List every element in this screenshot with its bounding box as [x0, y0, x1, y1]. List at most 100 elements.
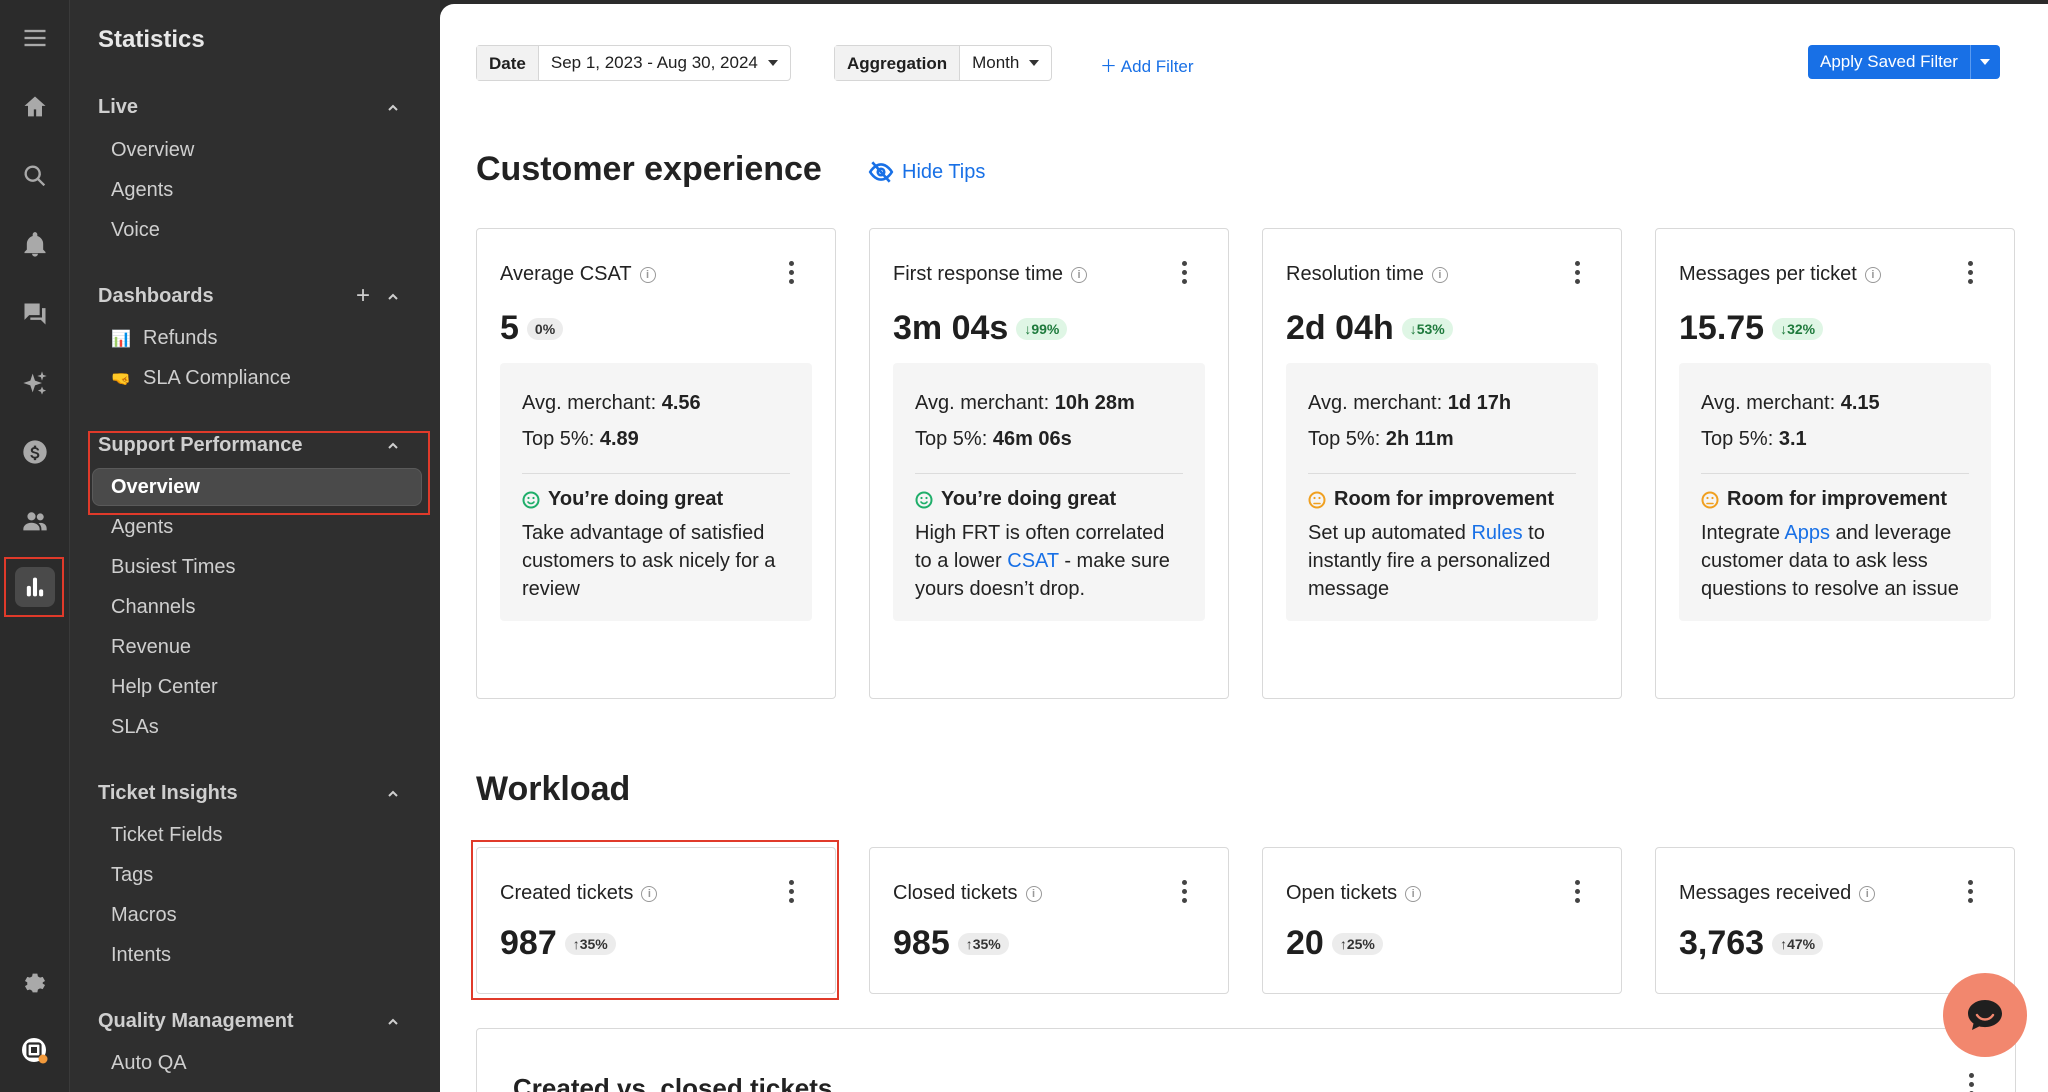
search-icon[interactable]: [15, 156, 55, 196]
more-options-icon[interactable]: [789, 880, 795, 903]
avg-merchant-label: Avg. merchant:: [522, 392, 657, 414]
apply-saved-filter-dropdown[interactable]: [1969, 45, 2000, 79]
date-filter-value[interactable]: Sep 1, 2023 - Aug 30, 2024: [539, 46, 790, 80]
bell-icon[interactable]: [15, 225, 55, 265]
metric-label-text: Closed tickets: [893, 882, 1018, 904]
sidebar-item-help-center[interactable]: Help Center: [111, 676, 218, 698]
tip-link[interactable]: Rules: [1471, 522, 1523, 544]
section-dashboards[interactable]: Dashboards: [98, 285, 214, 307]
info-icon[interactable]: i: [1431, 266, 1448, 283]
hide-tips-button[interactable]: Hide Tips: [868, 159, 985, 185]
top-5-row: Top 5%: 2h 11m: [1308, 421, 1576, 457]
metric-value-text: 987: [500, 924, 557, 962]
metric-label: Messages received i: [1679, 882, 1876, 905]
section-support-performance[interactable]: Support Performance: [98, 434, 303, 456]
sidebar-item-slas[interactable]: SLAs: [111, 716, 159, 738]
section-quality-management[interactable]: Quality Management: [98, 1010, 294, 1032]
chevron-up-icon[interactable]: [386, 787, 400, 801]
more-options-icon[interactable]: [1968, 880, 1974, 903]
avg-merchant-label: Avg. merchant:: [1701, 392, 1836, 414]
chevron-up-icon[interactable]: [386, 290, 400, 304]
top-5-label: Top 5%:: [1701, 428, 1774, 450]
add-filter-button[interactable]: ＋ Add Filter: [1100, 52, 1194, 77]
divider: [915, 473, 1183, 474]
chevron-up-icon[interactable]: [386, 101, 400, 115]
more-options-icon[interactable]: [1182, 880, 1188, 903]
menu-icon[interactable]: [15, 18, 55, 58]
statistics-icon[interactable]: [15, 567, 55, 607]
sidebar-item-ticket-fields[interactable]: Ticket Fields: [111, 824, 223, 846]
sidebar-item-channels[interactable]: Channels: [111, 596, 196, 618]
more-options-icon[interactable]: [789, 261, 795, 284]
top-5-value: 46m 06s: [992, 428, 1072, 450]
benchmark-tip-box: Avg. merchant: 1d 17h Top 5%: 2h 11m Room …: [1286, 363, 1598, 621]
metric-card-first-response-time: First response time i 3m 04s ↓99% Avg. merch…: [869, 228, 1229, 699]
tip-link[interactable]: Apps: [1784, 522, 1830, 544]
info-icon[interactable]: i: [1405, 885, 1422, 902]
metric-value-text: 2d 04h: [1286, 309, 1394, 347]
more-options-icon[interactable]: [1969, 1073, 1975, 1092]
info-icon[interactable]: i: [1071, 266, 1088, 283]
info-icon[interactable]: i: [641, 885, 658, 902]
highlight-rail-statistics: [4, 557, 64, 617]
more-options-icon[interactable]: [1575, 880, 1581, 903]
sidebar-item-live-voice[interactable]: Voice: [111, 219, 160, 241]
aggregation-filter-value[interactable]: Month: [960, 46, 1051, 80]
account-avatar-icon[interactable]: [15, 1031, 55, 1071]
tip-status: Room for improvement: [1701, 488, 1969, 511]
chevron-up-icon[interactable]: [386, 1015, 400, 1029]
sidebar-item-label: Refunds: [143, 327, 218, 349]
info-icon[interactable]: i: [639, 266, 656, 283]
delta-badge: ↓99%: [1016, 317, 1068, 340]
section-ticket-insights[interactable]: Ticket Insights: [98, 782, 238, 804]
chart-emoji-icon: 📊: [111, 331, 131, 348]
divider: [1308, 473, 1576, 474]
sidebar-item-live-agents[interactable]: Agents: [111, 179, 174, 201]
sidebar-item-sla-compliance[interactable]: 🤜 SLA Compliance: [111, 367, 291, 390]
info-icon[interactable]: i: [1864, 266, 1881, 283]
home-icon[interactable]: [15, 87, 55, 127]
tip-text: High FRT is often correlated to a lower …: [915, 519, 1183, 603]
divider: [1701, 473, 1969, 474]
metric-value-text: 985: [893, 924, 950, 962]
sidebar-item-intents[interactable]: Intents: [111, 944, 172, 966]
date-filter[interactable]: Date Sep 1, 2023 - Aug 30, 2024: [476, 45, 791, 81]
info-icon[interactable]: i: [1025, 885, 1042, 902]
more-options-icon[interactable]: [1575, 261, 1581, 284]
top-5-value: 4.89: [599, 428, 639, 450]
benchmark-tip-box: Avg. merchant: 4.15 Top 5%: 3.1 Room for i…: [1679, 363, 1991, 621]
sidebar-item-macros[interactable]: Macros: [111, 904, 177, 926]
sidebar-item-busiest-times[interactable]: Busiest Times: [111, 556, 236, 578]
sidebar-item-refunds[interactable]: 📊 Refunds: [111, 327, 218, 350]
sparkles-icon[interactable]: [15, 363, 55, 403]
aggregation-filter[interactable]: Aggregation Month: [834, 45, 1053, 81]
avg-merchant-label: Avg. merchant:: [1308, 392, 1443, 414]
sidebar-item-live-overview[interactable]: Overview: [111, 139, 195, 161]
users-icon[interactable]: [15, 501, 55, 541]
add-dashboard-plus-icon[interactable]: +: [356, 282, 371, 309]
chat-bubbles-icon[interactable]: [15, 294, 55, 334]
chevron-up-icon[interactable]: [386, 439, 400, 453]
chat-widget-button[interactable]: [1943, 973, 2027, 1057]
apply-saved-filter-button[interactable]: Apply Saved Filter: [1808, 45, 2000, 79]
sidebar-item-revenue[interactable]: Revenue: [111, 636, 192, 658]
tip-text: Integrate Apps and leverage customer dat…: [1701, 519, 1969, 603]
metric-value-text: 15.75: [1679, 309, 1765, 347]
settings-gear-icon[interactable]: [15, 963, 55, 1003]
date-filter-label: Date: [477, 46, 539, 80]
sidebar-item-support-agents[interactable]: Agents: [111, 516, 174, 538]
info-icon[interactable]: i: [1859, 885, 1876, 902]
top-5-value: 2h 11m: [1385, 428, 1454, 450]
sidebar-item-auto-qa[interactable]: Auto QA: [111, 1052, 187, 1074]
sidebar-item-support-overview[interactable]: Overview: [92, 468, 422, 506]
dollar-icon[interactable]: [15, 432, 55, 472]
tip-status-text: You’re doing great: [941, 488, 1117, 510]
section-live[interactable]: Live: [98, 96, 139, 118]
more-options-icon[interactable]: [1182, 261, 1188, 284]
sidebar-item-tags[interactable]: Tags: [111, 864, 154, 886]
benchmark-tip-box: Avg. merchant: 4.56 Top 5%: 4.89 You’re do…: [500, 363, 812, 621]
metric-value-text: 3,763: [1679, 924, 1765, 962]
metric-label: First response time i: [893, 263, 1088, 286]
more-options-icon[interactable]: [1968, 261, 1974, 284]
tip-link[interactable]: CSAT: [1007, 550, 1059, 572]
